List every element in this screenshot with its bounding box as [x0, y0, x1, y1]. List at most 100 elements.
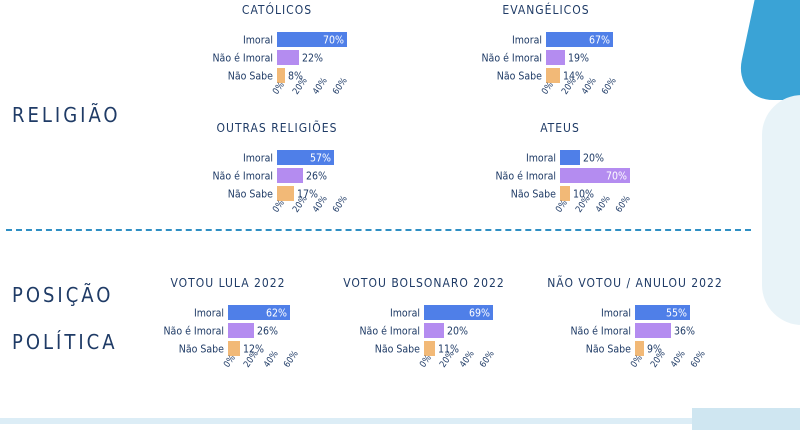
category-label-nao-e-imoral: Não é Imoral	[212, 171, 273, 183]
value-label-imoral: 62%	[266, 308, 287, 320]
x-tick-label: 60%	[282, 349, 301, 370]
chart-title: VOTOU LULA 2022	[170, 276, 286, 290]
category-label-imoral: Imoral	[194, 308, 224, 320]
bar-imoral	[228, 305, 290, 320]
category-label-nao-e-imoral: Não é Imoral	[359, 326, 420, 338]
value-label-nao-e-imoral: 26%	[257, 326, 278, 338]
value-label-nao-sabe: 17%	[297, 189, 318, 201]
category-label-imoral: Imoral	[601, 308, 631, 320]
value-label-nao-sabe: 10%	[573, 189, 594, 201]
chart-title: OUTRAS RELIGIÕES	[216, 121, 338, 135]
bar-nao-sabe	[546, 68, 560, 83]
category-label-nao-e-imoral: Não é Imoral	[570, 326, 631, 338]
category-label-nao-sabe: Não Sabe	[228, 189, 273, 201]
section-divider	[6, 229, 751, 231]
x-tick-label: 40%	[458, 349, 477, 370]
bar-nao-sabe	[424, 341, 435, 356]
category-label-imoral: Imoral	[512, 35, 542, 47]
value-label-imoral: 55%	[666, 308, 687, 320]
bar-nao-sabe	[635, 341, 644, 356]
category-label-imoral: Imoral	[243, 153, 273, 165]
chart-evangelicos: EVANGÉLICOS Imoral 67% Não é Imoral 19% Não …	[446, 3, 646, 98]
decorative-band-bottom	[0, 418, 800, 424]
chart-svg: Imoral 62%Não é Imoral 26%Não Sabe 12%0% 20%…	[163, 305, 301, 370]
x-tick-label: 40%	[262, 349, 281, 370]
chart-title: ATEUS	[540, 121, 580, 135]
value-label-imoral: 67%	[589, 35, 610, 47]
category-label-imoral: Imoral	[243, 35, 273, 47]
bar-nao-e-imoral	[546, 50, 565, 65]
decorative-shape-right	[762, 95, 800, 325]
chart-svg: Imoral 69%Não é Imoral 20%Não Sabe 11%0% 20%…	[359, 305, 497, 370]
bar-imoral	[277, 150, 334, 165]
x-tick-label: 60%	[478, 349, 497, 370]
bar-nao-e-imoral	[277, 50, 299, 65]
section-label-posicao: POSIÇÃO	[12, 283, 114, 307]
value-label-nao-e-imoral: 22%	[302, 53, 323, 65]
category-label-nao-sabe: Não Sabe	[375, 344, 420, 356]
x-tick-label: 40%	[594, 194, 613, 215]
section-label-religiao: RELIGIÃO	[12, 103, 121, 127]
chart-svg: Imoral 70%Não é Imoral 22%Não Sabe 8%0% 20% 4…	[212, 32, 350, 97]
x-tick-label: 60%	[600, 76, 619, 97]
value-label-imoral: 69%	[469, 308, 490, 320]
category-label-nao-e-imoral: Não é Imoral	[481, 53, 542, 65]
bar-nao-e-imoral	[560, 168, 630, 183]
bar-nao-e-imoral	[635, 323, 671, 338]
value-label-nao-e-imoral: 19%	[568, 53, 589, 65]
bar-imoral	[277, 32, 347, 47]
value-label-nao-sabe: 14%	[563, 71, 584, 83]
x-tick-label: 40%	[311, 76, 330, 97]
value-label-nao-sabe: 8%	[288, 71, 303, 83]
category-label-nao-sabe: Não Sabe	[497, 71, 542, 83]
chart-votou-bolsonaro: VOTOU BOLSONARO 2022 Imoral 69% Não é Imor…	[324, 276, 524, 371]
category-label-imoral: Imoral	[526, 153, 556, 165]
value-label-nao-sabe: 12%	[243, 344, 264, 356]
value-label-nao-sabe: 11%	[438, 344, 459, 356]
x-tick-label: 60%	[689, 349, 708, 370]
value-label-imoral: 20%	[583, 153, 604, 165]
category-label-nao-sabe: Não Sabe	[586, 344, 631, 356]
value-label-nao-e-imoral: 26%	[306, 171, 327, 183]
category-label-imoral: Imoral	[390, 308, 420, 320]
value-label-imoral: 57%	[310, 153, 331, 165]
chart-title: CATÓLICOS	[241, 3, 313, 17]
bar-imoral	[560, 150, 580, 165]
chart-nao-votou: NÃO VOTOU / ANULOU 2022 Imoral 55% Não é I…	[535, 276, 735, 371]
category-label-nao-sabe: Não Sabe	[228, 71, 273, 83]
category-label-nao-sabe: Não Sabe	[511, 189, 556, 201]
bar-nao-sabe	[277, 68, 285, 83]
chart-svg: Imoral 55%Não é Imoral 36%Não Sabe 9%0% 20% 4…	[570, 305, 708, 370]
chart-catolicos: CATÓLICOS Imoral 70% Não é Imoral 22% Não Sa…	[177, 3, 377, 98]
bar-nao-e-imoral	[424, 323, 444, 338]
x-tick-label: 60%	[331, 76, 350, 97]
value-label-nao-e-imoral: 70%	[606, 171, 627, 183]
bar-imoral	[635, 305, 690, 320]
chart-outras-religioes: OUTRAS RELIGIÕES Imoral 57% Não é Imoral 26…	[177, 121, 377, 216]
category-label-nao-e-imoral: Não é Imoral	[163, 326, 224, 338]
category-label-nao-sabe: Não Sabe	[179, 344, 224, 356]
chart-svg: Imoral 20%Não é Imoral 70%Não Sabe 10%0% 20%…	[495, 150, 633, 215]
category-label-nao-e-imoral: Não é Imoral	[495, 171, 556, 183]
bar-nao-e-imoral	[228, 323, 254, 338]
decorative-block-bottom	[692, 408, 800, 430]
value-label-imoral: 70%	[323, 35, 344, 47]
bar-imoral	[424, 305, 493, 320]
value-label-nao-e-imoral: 36%	[674, 326, 695, 338]
chart-title: EVANGÉLICOS	[502, 3, 590, 17]
category-label-nao-e-imoral: Não é Imoral	[212, 53, 273, 65]
chart-svg: Imoral 67%Não é Imoral 19%Não Sabe 14%0% 20%…	[481, 32, 619, 97]
section-label-politica: POLÍTICA	[12, 330, 118, 354]
x-tick-label: 60%	[614, 194, 633, 215]
value-label-nao-e-imoral: 20%	[447, 326, 468, 338]
bar-imoral	[546, 32, 613, 47]
x-tick-label: 40%	[669, 349, 688, 370]
chart-votou-lula: VOTOU LULA 2022 Imoral 62% Não é Imoral 26%…	[128, 276, 328, 371]
chart-svg: Imoral 57%Não é Imoral 26%Não Sabe 17%0% 20%…	[212, 150, 350, 215]
bar-nao-e-imoral	[277, 168, 303, 183]
bar-nao-sabe	[560, 186, 570, 201]
chart-title: VOTOU BOLSONARO 2022	[343, 276, 505, 290]
value-label-nao-sabe: 9%	[647, 344, 662, 356]
decorative-shape-top	[733, 0, 800, 100]
chart-ateus: ATEUS Imoral 20% Não é Imoral 70% Não Sabe 10…	[460, 121, 660, 216]
